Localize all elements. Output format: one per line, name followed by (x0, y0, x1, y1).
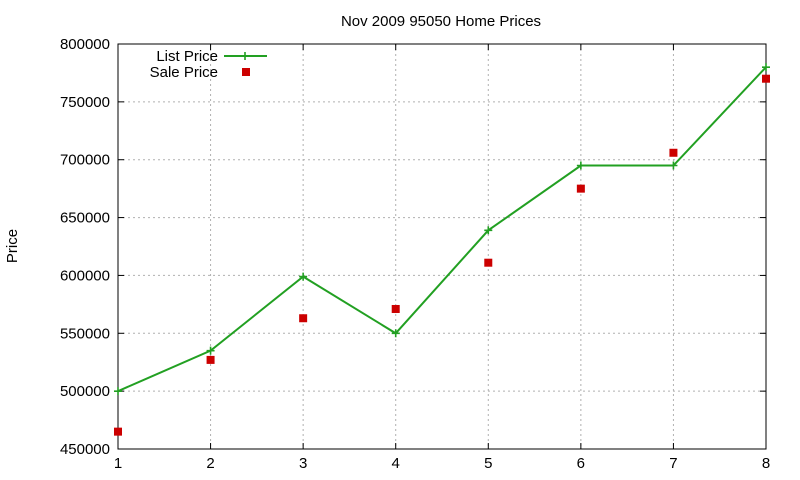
list-price-point (114, 387, 122, 396)
legend-swatch (224, 52, 267, 60)
y-tick-label: 800000 (60, 36, 110, 53)
list-price-point (762, 63, 770, 72)
x-tick-label: 2 (206, 455, 214, 472)
legend-label: List Price (156, 48, 218, 65)
y-tick-label: 700000 (60, 152, 110, 169)
y-tick-label: 550000 (60, 325, 110, 342)
sale-price-point (484, 258, 493, 267)
sale-price-point (299, 314, 308, 323)
sale-price-point (576, 184, 585, 193)
list-price-point (669, 161, 678, 170)
legend-label: Sale Price (150, 64, 218, 81)
sale-price-point (762, 74, 770, 83)
tick-labels: 450000 500000 550000 600000 650000 700000 7500… (60, 36, 770, 472)
sale-price-point (206, 355, 215, 364)
x-tick-label: 5 (484, 455, 492, 472)
chart-title: Nov 2009 95050 Home Prices (341, 13, 541, 30)
y-tick-label: 600000 (60, 267, 110, 284)
series-sale-price (114, 74, 770, 436)
sale-price-point (114, 427, 122, 436)
y-tick-label: 750000 (60, 94, 110, 111)
data-series (114, 63, 770, 436)
x-tick-label: 1 (114, 455, 122, 472)
list-price-line (117, 66, 767, 393)
y-tick-label: 650000 (60, 210, 110, 227)
x-tick-label: 4 (392, 455, 400, 472)
series-list-price (114, 63, 770, 396)
y-tick-label: 500000 (60, 383, 110, 400)
sale-price-point (391, 304, 400, 313)
y-axis-label: Price (4, 229, 21, 263)
y-tick-label: 450000 (60, 441, 110, 458)
sale-price-point (669, 148, 678, 157)
plot-frame (117, 43, 767, 450)
list-price-point (391, 329, 400, 338)
legend-square-marker (242, 68, 250, 76)
x-tick-label: 7 (669, 455, 677, 472)
list-price-point (576, 161, 585, 170)
legend-plus-marker (241, 52, 249, 60)
plot-border (117, 43, 767, 450)
x-tick-label: 8 (762, 455, 770, 472)
list-price-point (206, 346, 215, 355)
legend-swatch (242, 68, 250, 76)
x-tick-label: 3 (299, 455, 307, 472)
list-price-point (299, 272, 308, 281)
x-tick-label: 6 (577, 455, 585, 472)
list-price-point (484, 226, 493, 235)
grid-lines (118, 44, 766, 449)
